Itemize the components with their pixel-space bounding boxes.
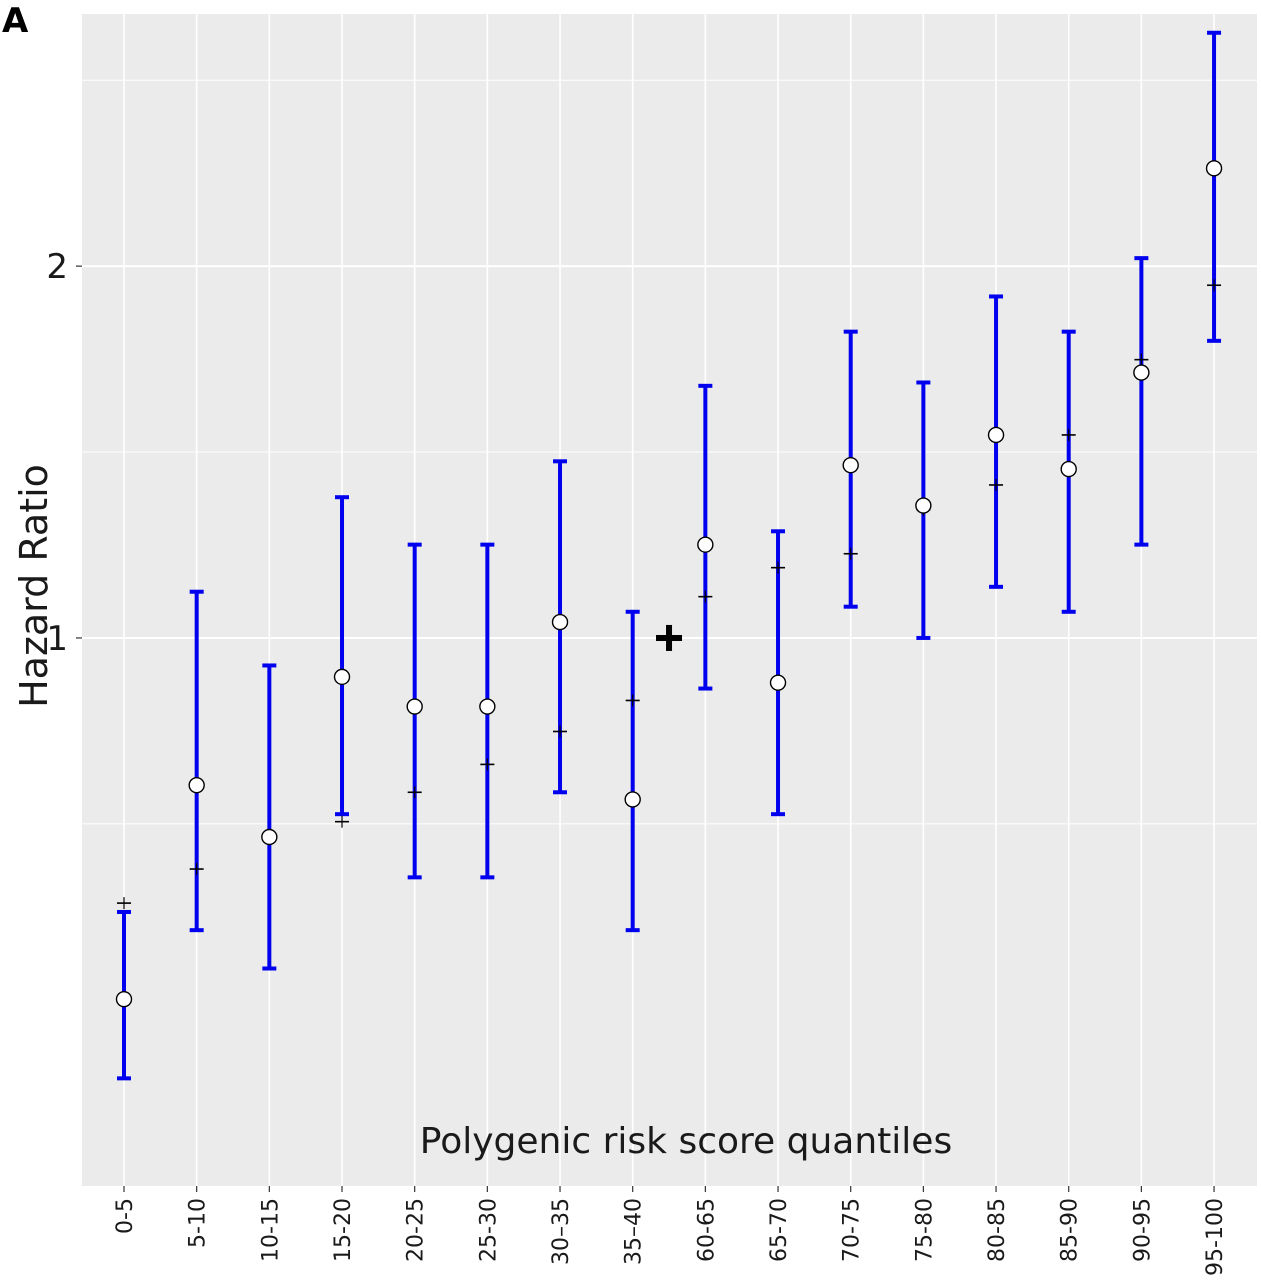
x-axis-title: Polygenic risk score quantiles (420, 1121, 952, 1162)
y-tick-label: 2 (46, 247, 68, 287)
y-axis-title: Hazard Ratio (12, 464, 56, 708)
hazard-ratio-point (769, 674, 787, 691)
hazard-ratio-point (115, 990, 133, 1008)
x-tick-label: 60-65 (694, 1198, 719, 1262)
x-tick-label: 35–40 (622, 1198, 647, 1265)
x-tick-label: 95-100 (1203, 1198, 1228, 1276)
hazard-ratio-point (842, 456, 859, 474)
hazard-ratio-point (987, 426, 1005, 444)
y-tick-label: 1 (46, 619, 68, 659)
x-tick-label: 30–35 (549, 1198, 574, 1265)
data-marks (115, 30, 1223, 1081)
x-tick-label: 75-80 (912, 1198, 937, 1262)
plot-panel (82, 14, 1257, 1186)
x-tick-label: 5-10 (186, 1198, 211, 1248)
x-tick-label: 85-90 (1058, 1198, 1083, 1262)
hazard-ratio-point (406, 698, 423, 715)
x-tick-label: 25-30 (476, 1198, 501, 1262)
x-tick-label: 80-85 (985, 1198, 1010, 1262)
y-axis-ticks: 12 (46, 247, 82, 659)
hazard-ratio-point (1133, 364, 1150, 381)
hazard-ratio-point (551, 613, 569, 631)
hazard-ratio-point (697, 536, 714, 553)
x-tick-label: 65-70 (767, 1198, 792, 1262)
hazard-ratio-point (479, 698, 496, 715)
hazard-ratio-point (333, 668, 351, 686)
x-tick-label: 0-5 (113, 1198, 138, 1234)
x-tick-label: 20-25 (404, 1198, 429, 1262)
x-tick-label: 10-15 (258, 1198, 283, 1262)
hazard-ratio-point (1205, 160, 1223, 177)
hazard-ratio-point (624, 791, 641, 808)
panel-label: A (2, 1, 29, 41)
hazard-ratio-point (915, 497, 932, 514)
x-tick-label: 70-75 (840, 1198, 865, 1262)
hazard-ratio-point (188, 776, 205, 794)
reference-marker (656, 624, 683, 651)
x-axis-ticks: 0-5 5-10 10-15 15-20 20-25 25-30 30–35 35–40 60-… (113, 1186, 1228, 1276)
hazard-ratio-point (1060, 460, 1077, 478)
x-tick-label: 90-95 (1130, 1198, 1155, 1262)
hazard-ratio-point (261, 828, 278, 846)
x-tick-label: 15-20 (331, 1198, 356, 1262)
